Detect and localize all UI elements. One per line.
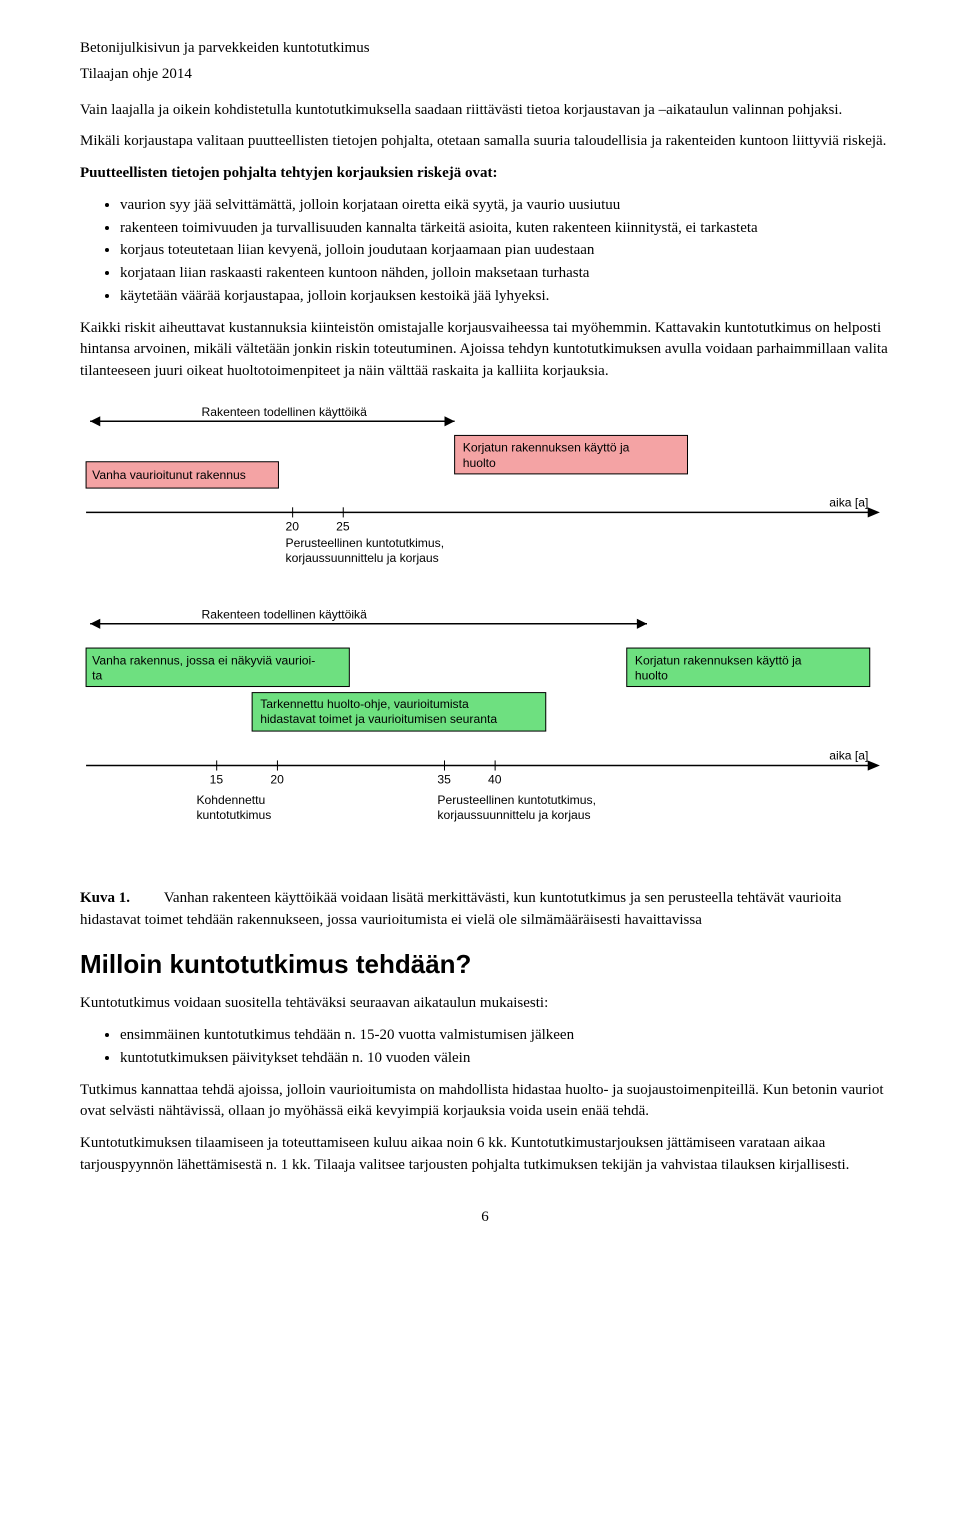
panel2-box1-text1: Vanha rakennus, jossa ei näkyviä vaurioi… [92, 653, 315, 667]
panel2-caption-right1: Perusteellinen kuntotutkimus, [437, 793, 596, 807]
lifecycle-diagram: Rakenteen todellinen käyttöikä Vanha vau… [80, 401, 890, 875]
panel2-box3-text1: Korjatun rakennuksen käyttö ja [635, 653, 802, 667]
paragraph: Kuntotutkimus voidaan suositella tehtävä… [80, 993, 890, 1015]
arrowhead-icon [868, 507, 880, 517]
schedule-list: ensimmäinen kuntotutkimus tehdään n. 15-… [80, 1025, 890, 1070]
list-item: rakenteen toimivuuden ja turvallisuuden … [120, 218, 890, 240]
panel1-top-arrow: Rakenteen todellinen käyttöikä [90, 405, 455, 426]
panel2-box2-text2: hidastavat toimet ja vaurioitumisen seur… [260, 712, 497, 726]
tick-label: 40 [488, 772, 502, 786]
panel1-axis-label: aika [a] [829, 495, 868, 509]
figure-caption: Kuva 1. Vanhan rakenteen käyttöikää void… [80, 888, 890, 932]
list-item: vaurion syy jää selvittämättä, jolloin k… [120, 195, 890, 217]
figure-caption-text: Vanhan rakenteen käyttöikää voidaan lisä… [80, 890, 841, 928]
panel1-top-label: Rakenteen todellinen käyttöikä [202, 405, 368, 419]
list-item: ensimmäinen kuntotutkimus tehdään n. 15-… [120, 1025, 890, 1047]
list-item: korjaus toteutetaan liian kevyenä, jollo… [120, 240, 890, 262]
arrowhead-icon [90, 618, 100, 628]
arrowhead-icon [868, 760, 880, 770]
section-heading: Milloin kuntotutkimus tehdään? [80, 946, 890, 984]
arrowhead-icon [637, 618, 647, 628]
panel2-caption-left2: kuntotutkimus [196, 808, 271, 822]
paragraph: Vain laajalla ja oikein kohdistetulla ku… [80, 100, 890, 122]
panel1-box-right-text2: huolto [463, 456, 496, 470]
doc-subtitle: Tilaajan ohje 2014 [80, 64, 890, 86]
list-item: kuntotutkimuksen päivitykset tehdään n. … [120, 1048, 890, 1070]
panel2-caption-right2: korjaussuunnittelu ja korjaus [437, 808, 590, 822]
panel2-box3-text2: huolto [635, 668, 668, 682]
text: Vain laajalla ja oikein kohdistetulla ku… [80, 102, 842, 118]
panel2-caption-left1: Kohdennettu [196, 793, 265, 807]
tick-label: 15 [210, 772, 224, 786]
panel2-box2-text1: Tarkennettu huolto-ohje, vaurioitumista [260, 697, 469, 711]
panel2-axis-label: aika [a] [829, 748, 868, 762]
list-item: käytetään väärää korjaustapaa, jolloin k… [120, 286, 890, 308]
text: Mikäli korjaustapa valitaan puutteellist… [80, 133, 886, 149]
diagram-svg: Rakenteen todellinen käyttöikä Vanha vau… [80, 401, 890, 867]
doc-title: Betonijulkisivun ja parvekkeiden kuntotu… [80, 38, 890, 60]
list-item: korjataan liian raskaasti rakenteen kunt… [120, 263, 890, 285]
tick-label: 20 [270, 772, 284, 786]
figure-label: Kuva 1. [80, 890, 130, 906]
paragraph: Kaikki riskit aiheuttavat kustannuksia k… [80, 318, 890, 383]
panel1-tick-caption1: Perusteellinen kuntotutkimus, [286, 536, 445, 550]
panel1-box-left-text: Vanha vaurioitunut rakennus [92, 468, 246, 482]
panel2-box1-text2: ta [92, 668, 102, 682]
tick-label: 20 [286, 519, 300, 533]
risks-lead: Puutteellisten tietojen pohjalta tehtyje… [80, 163, 890, 185]
page-number: 6 [80, 1207, 890, 1229]
paragraph: Mikäli korjaustapa valitaan puutteellist… [80, 131, 890, 153]
paragraph: Kuntotutkimuksen tilaamiseen ja toteutta… [80, 1133, 890, 1177]
tick-label: 35 [437, 772, 451, 786]
text: Puutteellisten tietojen pohjalta tehtyje… [80, 165, 497, 181]
paragraph: Tutkimus kannattaa tehdä ajoissa, jolloi… [80, 1080, 890, 1124]
panel2-top-label: Rakenteen todellinen käyttöikä [202, 607, 368, 621]
risks-list: vaurion syy jää selvittämättä, jolloin k… [80, 195, 890, 308]
tick-label: 25 [336, 519, 350, 533]
panel1-box-right-text1: Korjatun rakennuksen käyttö ja [463, 440, 630, 454]
panel1-tick-caption2: korjaussuunnittelu ja korjaus [286, 551, 439, 565]
